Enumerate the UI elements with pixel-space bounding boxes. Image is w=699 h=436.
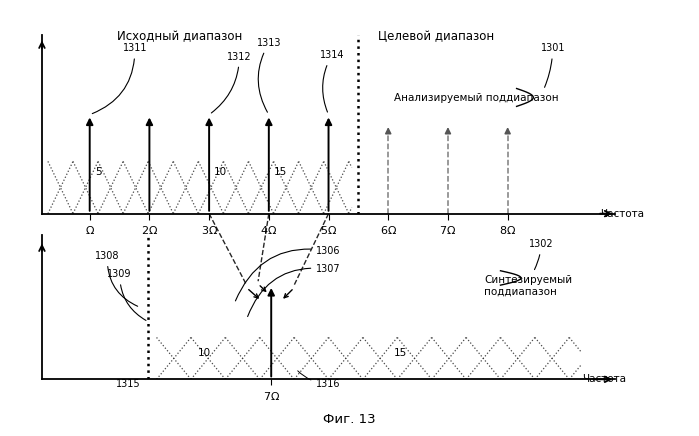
Text: Исходный диапазон: Исходный диапазон	[117, 31, 242, 43]
Text: 1301: 1301	[540, 43, 565, 87]
Text: 15: 15	[273, 167, 287, 177]
Text: 1302: 1302	[529, 239, 554, 269]
Text: Частота: Частота	[582, 375, 626, 384]
Text: 10: 10	[198, 348, 210, 358]
Text: 1306: 1306	[236, 246, 340, 301]
Text: 1308: 1308	[95, 251, 138, 306]
Text: Синтезируемый
поддиапазон: Синтезируемый поддиапазон	[484, 275, 572, 296]
Text: Целевой диапазон: Целевой диапазон	[378, 31, 494, 43]
Text: 1312: 1312	[211, 51, 252, 113]
Text: 10: 10	[214, 167, 227, 177]
Text: 5: 5	[96, 167, 102, 177]
Text: Частота: Частота	[600, 209, 644, 218]
Text: 1316: 1316	[298, 371, 340, 389]
Text: Анализируемый поддиапазон: Анализируемый поддиапазон	[394, 93, 559, 103]
Text: Фиг. 13: Фиг. 13	[323, 413, 376, 426]
Text: 1311: 1311	[92, 43, 147, 114]
Text: 1315: 1315	[115, 379, 140, 389]
Text: 1309: 1309	[108, 269, 146, 320]
Text: 1307: 1307	[247, 264, 341, 317]
Text: 1314: 1314	[319, 50, 344, 112]
Text: 15: 15	[394, 348, 408, 358]
Text: 1313: 1313	[257, 38, 282, 112]
